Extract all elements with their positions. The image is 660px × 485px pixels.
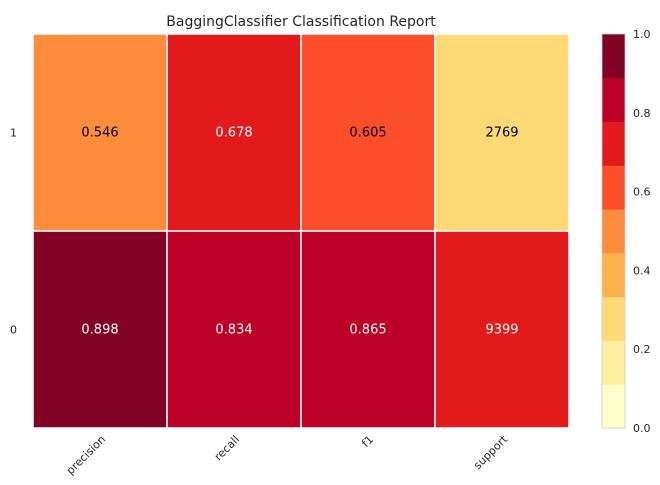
colorbar-tick-0.6: 0.6	[633, 186, 651, 199]
chart-title: BaggingClassifier Classification Report	[166, 14, 436, 30]
cell-label-0-precision: 0.898	[81, 323, 118, 338]
colorbar-bin-6	[602, 121, 625, 166]
colorbar-tick-1.0: 1.0	[633, 28, 651, 41]
cell-label-0-support: 9399	[485, 323, 518, 338]
cell-label-0-f1: 0.865	[349, 323, 386, 338]
y-tick-1: 1	[10, 127, 17, 140]
heatmap-cell-0-precision	[32, 230, 168, 429]
colorbar-bin-2	[602, 296, 625, 341]
heatmap-cell-1-support	[434, 33, 570, 232]
y-axis-ticks: 10	[10, 127, 17, 337]
colorbar-bin-3	[602, 252, 625, 298]
cell-label-1-f1: 0.605	[349, 126, 386, 141]
cell-label-1-support: 2769	[485, 126, 518, 141]
colorbar-tick-0.4: 0.4	[633, 264, 651, 277]
heatmap-cell-0-f1	[300, 230, 436, 429]
heatmap-cell-1-f1	[300, 33, 436, 232]
cell-label-1-precision: 0.546	[81, 126, 118, 141]
x-tick-recall: recall	[212, 433, 242, 463]
x-tick-support: support	[471, 432, 511, 472]
heatmap-cell-labels: 0.546 0.678 0.605 2769 0.898 0.834 0.865 9399	[81, 126, 518, 338]
heatmap-cell-0-support	[434, 230, 570, 429]
colorbar-tick-0.2: 0.2	[633, 343, 651, 356]
colorbar-tick-0.8: 0.8	[633, 107, 651, 120]
colorbar	[601, 33, 626, 429]
colorbar-bin-0	[602, 384, 625, 429]
cell-label-0-recall: 0.834	[215, 323, 252, 338]
colorbar-bin-1	[602, 340, 625, 385]
x-axis-ticks: precision recall f1 support	[64, 432, 511, 477]
colorbar-bin-5	[602, 165, 625, 210]
colorbar-bin-8	[602, 34, 625, 79]
heatmap-cell-1-precision	[32, 33, 168, 232]
x-tick-f1: f1	[359, 433, 376, 450]
colorbar-tick-0.0: 0.0	[633, 422, 651, 435]
y-tick-0: 0	[10, 324, 17, 337]
colorbar-ticks: 0.0 0.2 0.4 0.6 0.8 1.0	[633, 28, 651, 435]
heatmap-cells	[32, 33, 570, 429]
colorbar-bin-7	[602, 77, 625, 123]
colorbar-bin-4	[602, 209, 625, 254]
cell-label-1-recall: 0.678	[215, 126, 252, 141]
x-tick-precision: precision	[64, 433, 108, 477]
colorbar-frame	[601, 33, 626, 429]
heatmap-cell-1-recall	[166, 33, 302, 232]
heatmap-cell-0-recall	[166, 230, 302, 429]
